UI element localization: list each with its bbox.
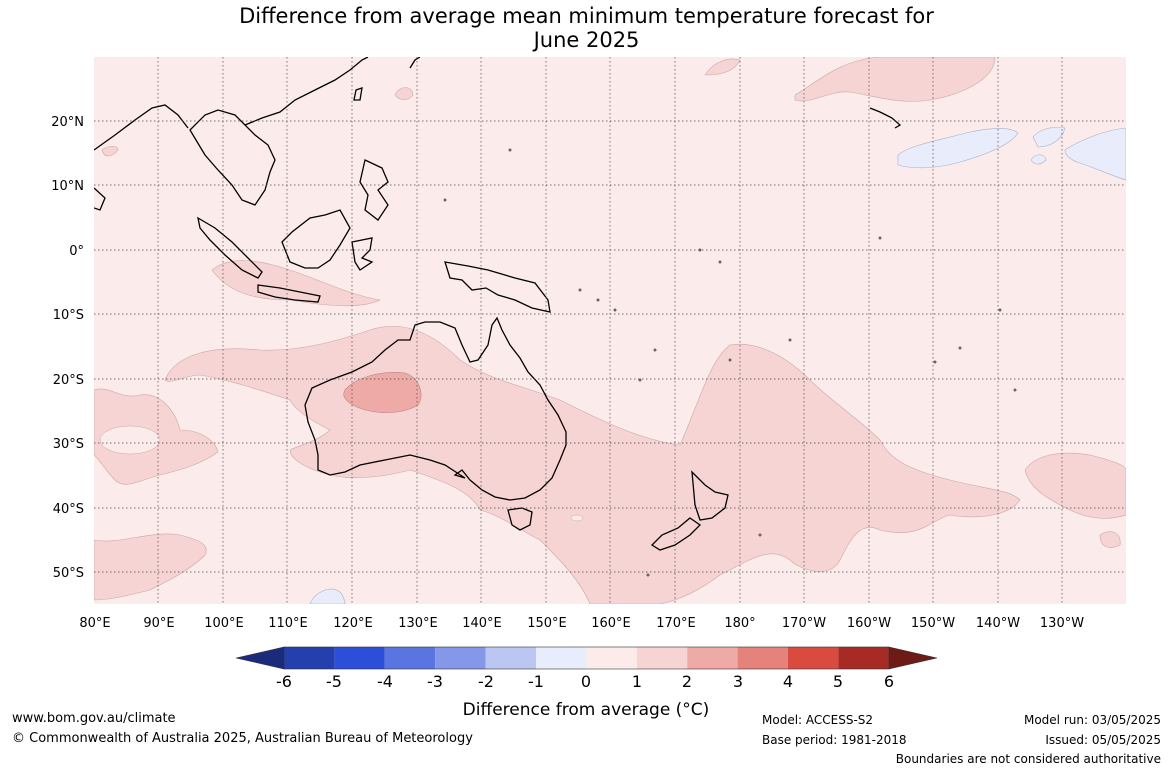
colorbar-tick: 3: [733, 672, 743, 691]
lon-label: 90°E: [143, 616, 174, 631]
warm-region-east-pacific: [1024, 452, 1126, 519]
lon-label: 170°W: [782, 616, 826, 631]
colorbar-tick: -1: [528, 672, 544, 691]
colorbar-arrow-low: [235, 646, 285, 670]
cool-region-north-pacific-4: [1030, 154, 1047, 165]
new-guinea-coastline: [444, 261, 551, 313]
footer-boundaries-note: Boundaries are not considered authoritat…: [895, 752, 1161, 766]
lon-label: 150°W: [911, 616, 955, 631]
warm-region-south-indian-2: [94, 533, 207, 601]
latitude-labels: 20°N 10°N 0° 10°S 20°S 30°S 40°S 50°S: [51, 115, 84, 581]
china-coastline: [244, 57, 369, 126]
colorbar-tick: 2: [682, 672, 692, 691]
lon-label: 160°W: [847, 616, 891, 631]
footer-copyright: © Commonwealth of Australia 2025, Austra…: [12, 731, 473, 746]
map-title-line2: June 2025: [533, 28, 640, 52]
warm-region-small-2: [101, 145, 119, 157]
taiwan-coastline: [353, 87, 363, 101]
colorbar-tick: 4: [783, 672, 793, 691]
gridlines: [94, 57, 1126, 604]
colorbar-swatch: [485, 647, 536, 669]
warm-region-north-pacific-2: [704, 58, 741, 76]
indochina-coastline: [189, 109, 276, 206]
australia-coastline: [304, 316, 567, 501]
colorbar-swatch: [586, 647, 637, 669]
lon-label: 100°E: [204, 616, 244, 631]
lon-label: 130°W: [1040, 616, 1084, 631]
warm-region-northwest-australia: [343, 372, 422, 414]
footer-base-period: Base period: 1981-2018: [762, 733, 907, 747]
sri-lanka-coastline: [94, 187, 106, 211]
colorbar-arrow-high: [888, 646, 938, 670]
warm-region-small-1: [394, 87, 414, 100]
lat-label: 20°S: [53, 373, 84, 388]
india-coastline: [94, 104, 189, 151]
sumatra-coastline: [197, 216, 263, 279]
warm-region-indonesia: [211, 260, 381, 307]
colorbar-swatch: [737, 647, 788, 669]
colorbar-swatch: [384, 647, 436, 669]
footer-model-run: Model run: 03/05/2025: [1023, 713, 1161, 727]
colorbar-label: Difference from average (°C): [463, 700, 710, 720]
pale-region-tasman: [570, 514, 584, 522]
colorbar-tick: -2: [478, 672, 494, 691]
colorbar-tick: -5: [326, 672, 342, 691]
colorbar-tick: 5: [833, 672, 843, 691]
lon-label: 120°E: [333, 616, 373, 631]
colorbar-swatch: [636, 647, 688, 669]
warm-region-tasman-small: [1099, 531, 1121, 548]
lat-label: 10°S: [53, 308, 84, 323]
lat-label: 10°N: [51, 179, 84, 194]
colorbar-swatch: [838, 647, 889, 669]
colorbar-tick: -3: [427, 672, 443, 691]
lon-label: 130°E: [398, 616, 438, 631]
lon-label: 180°: [724, 616, 755, 631]
hawaii-coastline: [869, 107, 902, 129]
colorbar-tick: -4: [377, 672, 393, 691]
colorbar-swatch: [284, 647, 335, 669]
borneo-coastline: [281, 209, 351, 269]
colorbar-swatch: [687, 647, 738, 669]
colorbar: -6 -5 -4 -3 -2 -1 0 1 2 3 4 5 6 Differen…: [235, 646, 938, 720]
longitude-labels: 80°E 90°E 100°E 110°E 120°E 130°E 140°E …: [79, 616, 1084, 631]
warm-region-north-pacific: [794, 57, 996, 102]
lat-label: 30°S: [53, 437, 84, 452]
pale-region-south-indian: [99, 425, 161, 455]
cool-region-north-pacific-2: [1032, 126, 1066, 148]
pacific-islands: [443, 148, 1017, 577]
lon-label: 140°W: [976, 616, 1020, 631]
map-title-line1: Difference from average mean minimum tem…: [239, 4, 934, 28]
japan-coastline: [409, 57, 421, 69]
lon-label: 140°E: [462, 616, 502, 631]
colorbar-swatch: [788, 647, 839, 669]
lat-label: 40°S: [53, 502, 84, 517]
colorbar-tick: 0: [581, 672, 591, 691]
colorbar-swatch: [435, 647, 486, 669]
cool-region-north-pacific: [897, 128, 1019, 169]
footer-url: www.bom.gov.au/climate: [12, 711, 176, 726]
lon-label: 170°E: [656, 616, 696, 631]
lat-label: 0°: [69, 244, 84, 259]
lat-label: 50°S: [53, 566, 84, 581]
philippines-coastline: [359, 159, 389, 221]
new-zealand-north-island: [691, 470, 729, 521]
colorbar-tick: 6: [884, 672, 894, 691]
lon-label: 110°E: [268, 616, 308, 631]
colorbar-tick: 1: [632, 672, 642, 691]
lon-label: 150°E: [527, 616, 567, 631]
lon-label: 80°E: [79, 616, 110, 631]
cool-region-southern-ocean: [309, 588, 346, 604]
lat-label: 20°N: [51, 115, 84, 130]
cool-region-north-pacific-3: [1064, 127, 1126, 181]
footer-model: Model: ACCESS-S2: [762, 713, 874, 727]
colorbar-swatch: [334, 647, 385, 669]
colorbar-tick: -6: [276, 672, 292, 691]
new-zealand-south-island: [650, 517, 702, 551]
lon-label: 160°E: [591, 616, 631, 631]
anomaly-shading: [94, 57, 1126, 604]
footer-issued: Issued: 05/05/2025: [1045, 733, 1161, 747]
sulawesi-coastline: [351, 237, 374, 271]
colorbar-swatch: [536, 647, 587, 669]
